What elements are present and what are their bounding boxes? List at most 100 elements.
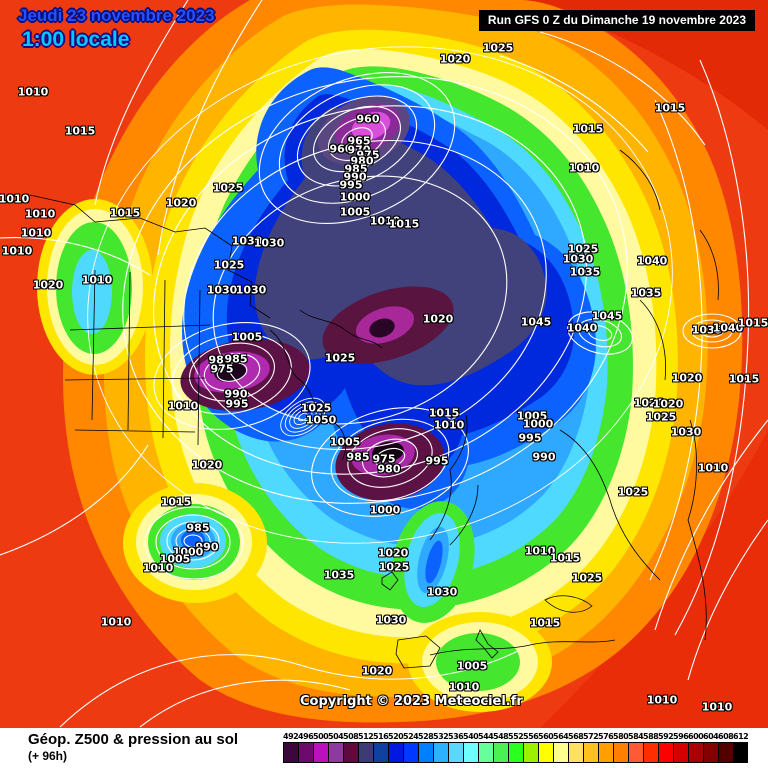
pressure-label: 1010 (701, 700, 733, 714)
pressure-label: 1025 (617, 485, 649, 499)
pressure-label: 1030 (426, 585, 458, 599)
colorbar-cell: 504 (328, 732, 344, 763)
colorbar-cell: 492 (283, 732, 299, 763)
pressure-label: 1020 (165, 196, 197, 210)
pressure-label: 1010 (524, 544, 556, 558)
colorbar-cell: 600 (688, 732, 704, 763)
pressure-label: 980 (350, 154, 374, 168)
pressure-label: 960 (329, 142, 353, 156)
colorbar-cell: 584 (628, 732, 644, 763)
colorbar-cell: 516 (373, 732, 389, 763)
pressure-label: 1030 (253, 236, 285, 250)
colorbar-cell: 524 (403, 732, 419, 763)
pressure-label: 1020 (191, 458, 223, 472)
colorbar-cell: 548 (493, 732, 509, 763)
pressure-label: 1010 (1, 244, 33, 258)
pressure-label: 1035 (323, 568, 355, 582)
pressure-label: 1015 (529, 616, 561, 630)
pressure-label: 1050 (305, 413, 337, 427)
colorbar-cell: 596 (673, 732, 689, 763)
pressure-label: 1025 (213, 258, 245, 272)
forecast-date: Jeudi 23 novembre 2023 (18, 6, 215, 25)
pressure-label: 1010 (167, 399, 199, 413)
pressure-label: 1010 (100, 615, 132, 629)
pressure-label: 975 (210, 362, 234, 376)
pressure-label: 1010 (81, 273, 113, 287)
colorbar-cell: 608 (718, 732, 734, 763)
colorbar-cell: 500 (313, 732, 329, 763)
pressure-label: 1010 (568, 161, 600, 175)
pressure-label: 1025 (300, 401, 332, 415)
pressure-label: 1040 (712, 321, 744, 335)
coastlines (29, 149, 719, 669)
pressure-label: 1005 (456, 659, 488, 673)
pressure-label: 1015 (728, 372, 760, 386)
pressure-label: 995 (339, 178, 363, 192)
pressure-label: 1010 (646, 693, 678, 707)
pressure-label: 975 (372, 452, 396, 466)
pressure-label: 1030 (562, 252, 594, 266)
colorbar-cell: 520 (388, 732, 404, 763)
pressure-label: 985 (224, 352, 248, 366)
pressure-label: 1025 (571, 571, 603, 585)
colorbar-cell: 572 (583, 732, 599, 763)
pressure-label: 1025 (324, 351, 356, 365)
pressure-label: 1000 (369, 503, 401, 517)
pressure-label: 1010 (20, 226, 52, 240)
forecast-local-time: 1:00 locale (22, 28, 130, 51)
pressure-label: 960 (356, 112, 380, 126)
pressure-label: 1040 (566, 321, 598, 335)
colorbar-cell: 496 (298, 732, 314, 763)
pressure-label: 985 (186, 521, 210, 535)
pressure-label: 970 (347, 143, 371, 157)
pressure-label: 1010 (433, 418, 465, 432)
pressure-label: 1025 (567, 242, 599, 256)
pressure-label: 1035 (630, 286, 662, 300)
pressure-label: 1000 (339, 190, 371, 204)
colorbar-cell: 528 (418, 732, 434, 763)
pressure-label: 1015 (109, 206, 141, 220)
colorbar-cell: 540 (463, 732, 479, 763)
pressure-label: 1010 (448, 680, 480, 694)
pressure-label: 1025 (645, 410, 677, 424)
model-run-info: Run GFS 0 Z du Dimanche 19 novembre 2023 (478, 10, 755, 31)
colorbar-cell: 612 (733, 732, 749, 763)
pressure-label: 1020 (439, 52, 471, 66)
pressure-label: 1035 (691, 323, 723, 337)
pressure-label: 1020 (32, 278, 64, 292)
pressure-label: 1000 (172, 545, 204, 559)
pressure-label: 1015 (388, 217, 420, 231)
pressure-label: 1005 (516, 409, 548, 423)
pressure-label: 995 (225, 397, 249, 411)
colorbar-cell: 560 (538, 732, 554, 763)
colorbar-cell: 544 (478, 732, 494, 763)
colorbar-cell: 508 (343, 732, 359, 763)
footer-bar: Géop. Z500 & pression au sol (+ 96h) 492… (0, 728, 768, 768)
pressure-label: 1040 (636, 254, 668, 268)
pressure-label: 1005 (159, 552, 191, 566)
pressure-label: 965 (347, 134, 371, 148)
colorbar-cell: 580 (613, 732, 629, 763)
pressure-label: 1030 (231, 234, 263, 248)
pressure-label: 995 (518, 431, 542, 445)
pressure-label: 985 (344, 162, 368, 176)
pressure-label: 1015 (572, 122, 604, 136)
colorbar-cell: 556 (523, 732, 539, 763)
pressure-label: 1020 (361, 664, 393, 678)
colorbar-cell: 536 (448, 732, 464, 763)
pressure-label: 1010 (17, 85, 49, 99)
pressure-label: 1020 (633, 396, 665, 410)
pressure-label: 1010 (142, 561, 174, 575)
colorbar-cell: 576 (598, 732, 614, 763)
pressure-labels-layer: 960 965 960 970 975 980 985 990 995 1000 1005 1010 1… (0, 42, 768, 714)
colorbar-cell: 568 (568, 732, 584, 763)
map-canvas: 960 965 960 970 975 980 985 990 995 1000 1005 1010 1… (0, 0, 768, 728)
pressure-label: 990 (224, 387, 248, 401)
pressure-label: 1020 (377, 546, 409, 560)
pressure-label: 1005 (231, 330, 263, 344)
pressure-label: 980 (377, 462, 401, 476)
pressure-label: 990 (343, 170, 367, 184)
pressure-label: 1000 (522, 417, 554, 431)
pressure-label: 1045 (591, 309, 623, 323)
colorbar-cell: 512 (358, 732, 374, 763)
